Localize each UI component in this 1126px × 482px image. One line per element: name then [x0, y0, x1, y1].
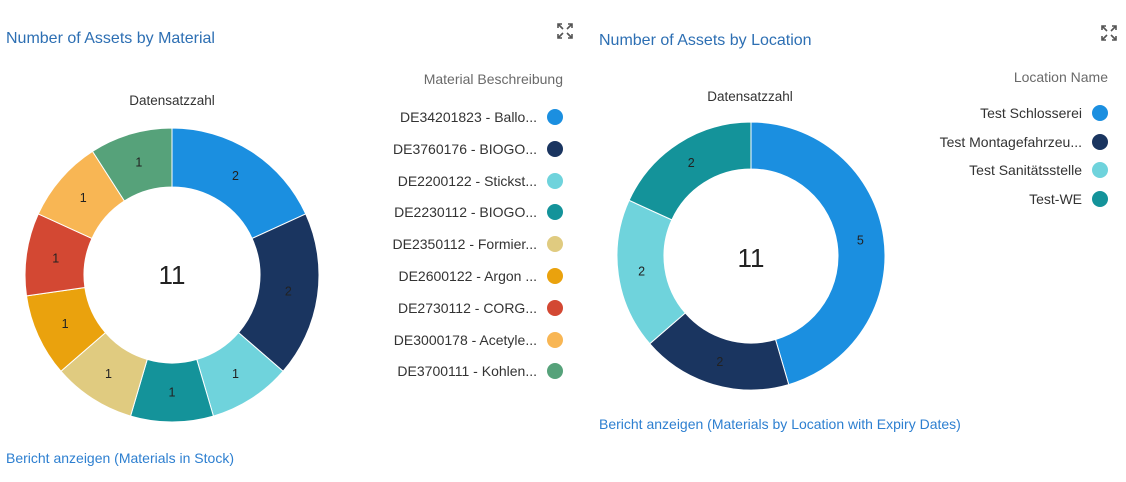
- legend-color-dot: [547, 363, 563, 380]
- legend-label: DE2230112 - BIOGO...: [394, 204, 537, 221]
- legend-label: Test Montagefahrzeu...: [939, 133, 1082, 150]
- slice-value-label: 1: [169, 386, 176, 400]
- material-legend: DE34201823 - Ballo... DE3760176 - BIOGO..…: [323, 107, 563, 393]
- legend-label: DE34201823 - Ballo...: [400, 109, 537, 125]
- legend-title: Material Beschreibung: [423, 71, 563, 87]
- slice-value-label: 1: [80, 191, 87, 205]
- legend-item[interactable]: Test Schlosserei: [980, 103, 1108, 123]
- legend-label: DE2350112 - Formier...: [392, 236, 537, 253]
- legend-color-dot: [547, 140, 563, 157]
- slice-value-label: 2: [688, 156, 695, 170]
- donut-slice[interactable]: [616, 199, 686, 345]
- legend-color-dot: [1092, 162, 1108, 178]
- legend-color-dot: [547, 236, 563, 253]
- donut-total: 11: [159, 260, 186, 290]
- legend-label: DE2200122 - Stickst...: [397, 172, 537, 189]
- legend-color-dot: [1092, 133, 1108, 150]
- legend-label: DE3760176 - BIOGO...: [393, 140, 537, 157]
- donut-total: 11: [738, 243, 765, 273]
- legend-color-dot: [547, 299, 563, 316]
- material-card: Number of Assets by Material Datensatzza…: [6, 22, 574, 466]
- slice-value-label: 1: [62, 317, 69, 331]
- measure-label: Datensatzzahl: [707, 89, 793, 104]
- donut-segments: 5 2 2 2: [616, 121, 886, 391]
- slice-value-label: 1: [105, 367, 112, 381]
- donut-slice[interactable]: [171, 127, 307, 240]
- legend-item[interactable]: DE2200122 - Stickst...: [398, 171, 563, 191]
- legend-item[interactable]: DE3700111 - Kohlen...: [397, 361, 563, 381]
- legend-label: Test-WE: [1029, 190, 1082, 207]
- slice-value-label: 1: [232, 367, 239, 381]
- legend-color-dot: [547, 172, 563, 189]
- legend-item[interactable]: DE2600122 - Argon ...: [398, 266, 563, 286]
- slice-value-label: 2: [232, 169, 239, 183]
- legend-item[interactable]: Test Sanitätsstelle: [969, 160, 1108, 180]
- location-legend: Test Schlosserei Test Montagefahrzeu... Te…: [888, 103, 1108, 217]
- legend-label: DE3700111 - Kohlen...: [397, 363, 537, 380]
- slice-value-label: 2: [285, 285, 292, 299]
- legend-item[interactable]: DE3760176 - BIOGO...: [393, 139, 563, 159]
- expand-icon[interactable]: [1100, 24, 1118, 42]
- legend-label: DE2730112 - CORG...: [397, 299, 537, 316]
- legend-item[interactable]: DE2350112 - Formier...: [393, 234, 563, 254]
- location-card-title: Number of Assets by Location: [599, 32, 812, 49]
- legend-label: DE3000178 - Acetyle...: [393, 331, 537, 348]
- donut-slice[interactable]: [628, 121, 752, 221]
- report-link-materials-by-location[interactable]: Bericht anzeigen (Materials by Location …: [599, 416, 961, 432]
- slice-value-label: 5: [857, 233, 864, 247]
- legend-color-dot: [547, 109, 563, 125]
- material-card-title: Number of Assets by Material: [6, 30, 215, 47]
- legend-label: Test Schlosserei: [980, 105, 1082, 121]
- legend-item[interactable]: Test Montagefahrzeu...: [940, 132, 1108, 152]
- slice-value-label: 2: [638, 265, 645, 279]
- location-card: Number of Assets by Location Datensatzza…: [592, 0, 1126, 482]
- measure-label: Datensatzzahl: [129, 93, 215, 108]
- legend-label: Test Sanitätsstelle: [969, 162, 1082, 178]
- legend-item[interactable]: DE3000178 - Acetyle...: [394, 330, 563, 350]
- legend-color-dot: [1092, 105, 1108, 121]
- slice-value-label: 1: [135, 155, 142, 169]
- expand-icon[interactable]: [556, 22, 574, 40]
- legend-color-dot: [547, 204, 563, 221]
- slice-value-label: 1: [52, 251, 59, 265]
- legend-label: DE2600122 - Argon ...: [398, 268, 537, 284]
- legend-item[interactable]: DE2730112 - CORG...: [398, 298, 563, 318]
- slice-value-label: 2: [716, 355, 723, 369]
- legend-color-dot: [547, 331, 563, 348]
- legend-color-dot: [547, 268, 563, 284]
- legend-item[interactable]: DE2230112 - BIOGO...: [394, 202, 563, 222]
- donut-slice[interactable]: [91, 127, 173, 202]
- legend-title: Location Name: [1013, 69, 1108, 85]
- location-donut-chart: Datensatzzahl 5 2 2 2 11: [616, 89, 886, 391]
- report-link-materials-in-stock[interactable]: Bericht anzeigen (Materials in Stock): [6, 450, 234, 466]
- legend-color-dot: [1092, 190, 1108, 207]
- donut-slice[interactable]: [750, 121, 886, 386]
- legend-item[interactable]: Test-WE: [1029, 189, 1108, 209]
- legend-item[interactable]: DE34201823 - Ballo...: [400, 107, 563, 127]
